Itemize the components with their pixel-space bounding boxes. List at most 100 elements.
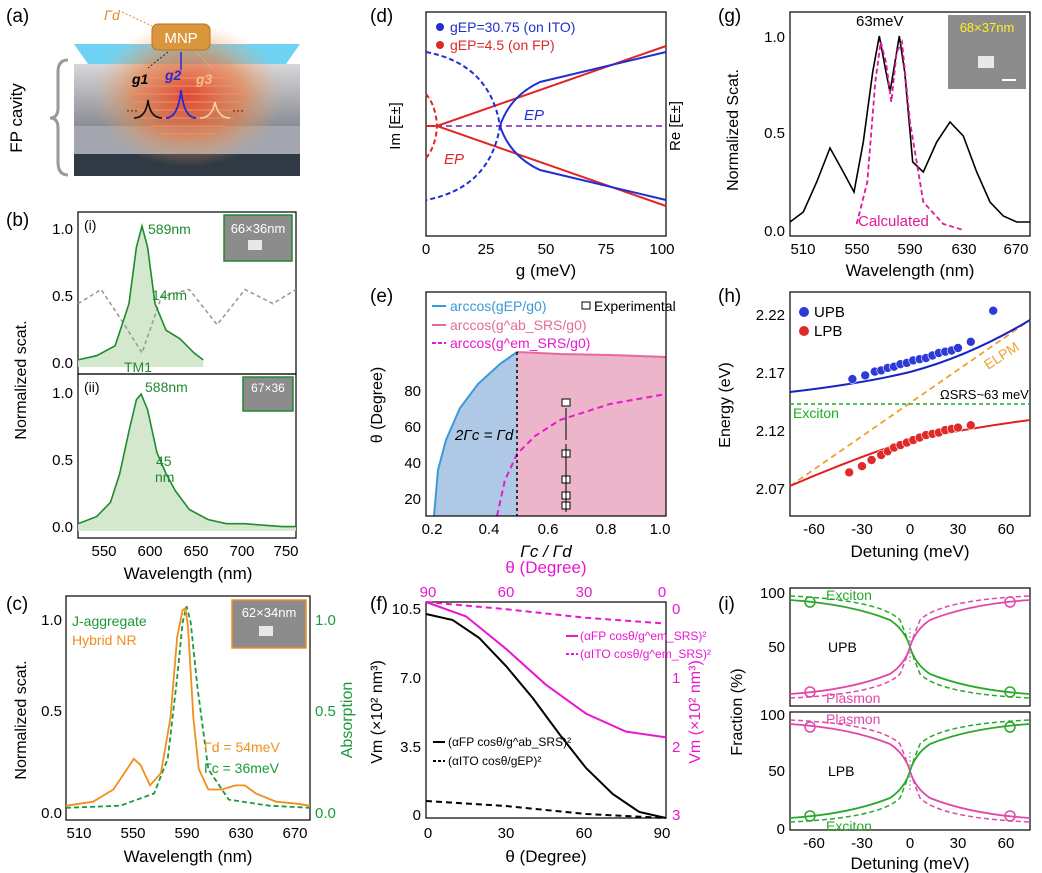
panel-c-yticks-right: 0.0 0.5 1.0 [315, 612, 336, 822]
panel-i-ylabel: Fraction (%) [729, 668, 746, 755]
panel-d-xtick-4: 100 [649, 241, 674, 258]
panel-h-upb-points [847, 305, 999, 384]
panel-h-letter: (h) [718, 286, 741, 307]
panel-d-xtick-0: 0 [422, 241, 430, 258]
panel-c-gamma-c: Γc = 36meV [204, 760, 280, 776]
panel-h-yticks: 2.07 2.12 2.17 2.22 [756, 307, 785, 498]
panel-i-top-marker [804, 596, 816, 608]
panel-g-letter: (g) [718, 6, 741, 27]
panel-g-xticks: 510 550 590 630 670 [790, 241, 1028, 258]
panel-h-xtick-2: 0 [906, 521, 914, 538]
g3-label: g3 [195, 71, 213, 87]
panel-i-bottom-yticks: 0 50 100 [760, 707, 785, 838]
panel-h-legend-upb-marker [799, 307, 809, 317]
panel-e-xtick-0: 0.2 [422, 521, 443, 538]
panel-c-xtick-4: 670 [282, 825, 307, 842]
panel-e-magenta-dash [496, 393, 667, 517]
panel-e-blue-curve [433, 351, 518, 517]
panel-h-lpb-point [857, 461, 867, 472]
panel-h-ytick-0: 2.07 [756, 481, 785, 498]
panel-e: (e) θ (Degree) arccos(gEP/g0) arccos(g^a… [369, 286, 676, 561]
panel-e-annotation: 2Γc = Γd [454, 427, 514, 444]
panel-f-black-solid [425, 613, 667, 819]
panel-b-xtick-0: 550 [91, 543, 116, 560]
panel-d-ito-im [425, 51, 502, 201]
panel-f-yticks: 0 3.5 7.0 10.5 [392, 601, 421, 824]
panel-c-yticks: 0.0 0.5 1.0 [41, 612, 62, 822]
panel-e-legend-1: arccos(gEP/g0) [450, 298, 546, 314]
panel-i-top-ytick-1: 50 [768, 639, 785, 656]
panel-g-xtick-0: 510 [790, 241, 815, 258]
panel-b-xtick-2: 650 [183, 543, 208, 560]
panel-d-legend-marker-ito [436, 23, 444, 31]
panel-i-bottom-lpb-label: LPB [828, 763, 854, 779]
gamma-d-label: Γd [104, 7, 121, 23]
panel-h-upb-point [988, 305, 999, 316]
gamma-d-arrow [121, 11, 153, 27]
panel-f-ytick-2: 7.0 [400, 670, 421, 687]
panel-i-bottom-ytick-2: 100 [760, 707, 785, 724]
fp-cavity-label: FP cavity [7, 83, 26, 153]
panel-f-ytick-r-0: 0 [672, 601, 680, 618]
panel-d-ylabel-left: Im [E±] [387, 102, 404, 149]
panel-b-letter: (b) [6, 210, 29, 231]
panel-g-measured [789, 35, 1030, 223]
panel-h-lpb-point [953, 422, 963, 433]
panel-b-xtick-3: 700 [229, 543, 254, 560]
panel-h-exciton-label: Exciton [793, 405, 839, 421]
panel-b-xtick-1: 600 [137, 543, 162, 560]
panel-f-xticks-top: 90 60 30 0 [420, 584, 667, 601]
panel-f-magenta-dash [425, 601, 667, 625]
panel-i-top-plasmon-label: Plasmon [826, 690, 880, 706]
panel-f-ytick-0: 0 [413, 807, 421, 824]
panel-i: (i) Fraction (%) Exciton UPB Plasmon Pla… [718, 585, 1031, 873]
panel-b-i-yticks: 0.0 0.5 1.0 [52, 221, 73, 372]
mode-dots-left: ··· [126, 103, 138, 117]
panel-i-bottom-exciton-label: Exciton [826, 818, 872, 834]
panel-i-bottom-frame [789, 711, 1031, 831]
panel-b-ii-fill [78, 394, 296, 531]
panel-e-ylabel: θ (Degree) [369, 367, 386, 443]
panel-i-bottom-marker [1004, 810, 1016, 822]
panel-i-top-ytick-2: 100 [760, 585, 785, 602]
panel-e-pink-area [517, 352, 666, 516]
panel-i-top-marker [1004, 596, 1016, 608]
panel-h-omega-label: ΩSRS~63 meV [940, 387, 1029, 402]
panel-i-top-exciton-label: Exciton [826, 587, 872, 603]
panel-b-i-inset-label: 66×36nm [231, 221, 286, 236]
panel-g-inset-label: 68×37nm [960, 20, 1015, 35]
panel-d-legend-marker-fp [436, 41, 444, 49]
panel-g-xtick-4: 670 [1003, 241, 1028, 258]
panel-g-yticks: 0.0 0.5 1.0 [764, 29, 785, 240]
panel-c-ytick-1: 0.5 [41, 703, 62, 720]
panel-e-ytick-0: 20 [404, 491, 421, 508]
panel-h-ytick-1: 2.12 [756, 423, 785, 440]
panel-b-ii-ytick-2: 1.0 [52, 385, 73, 402]
panel-c-letter: (c) [6, 594, 28, 615]
panel-h-lpb-point [844, 467, 855, 478]
panel-e-legend-exp-marker [581, 301, 591, 310]
panel-g-ylabel: Normalized Scat. [725, 69, 742, 191]
panel-d-ito-lower [499, 125, 667, 201]
panel-c-frame [65, 595, 311, 821]
mode-peak-3 [199, 101, 231, 119]
panel-d-xtick-1: 25 [478, 241, 495, 258]
panel-c-inset [231, 599, 307, 649]
panel-h-legend-upb: UPB [814, 304, 845, 321]
panel-h-upb-point [860, 370, 871, 381]
panel-b-ii-spectrum [77, 392, 296, 528]
panel-c-ytick-2: 1.0 [41, 612, 62, 629]
panel-h-legend-lpb: LPB [814, 323, 842, 340]
panel-c-ytick-r-0: 0.0 [315, 805, 336, 822]
panel-b-i-ytick-0: 0.0 [52, 355, 73, 372]
panel-f-xtick-top-0: 90 [420, 584, 437, 601]
panel-d-xlabel: g (meV) [516, 261, 576, 280]
panel-f-legend-b-solid: (αFP cosθ/g^ab_SRS)² [448, 735, 571, 749]
panel-h-xtick-3: 30 [950, 521, 967, 538]
panel-e-letter: (e) [370, 286, 393, 307]
panel-b-xlabel: Wavelength (nm) [124, 564, 253, 583]
panel-h-ytick-3: 2.22 [756, 307, 785, 324]
panel-h-upb-point [847, 374, 858, 384]
field-fringes [130, 77, 246, 135]
panel-f-xlabel: θ (Degree) [505, 847, 586, 866]
